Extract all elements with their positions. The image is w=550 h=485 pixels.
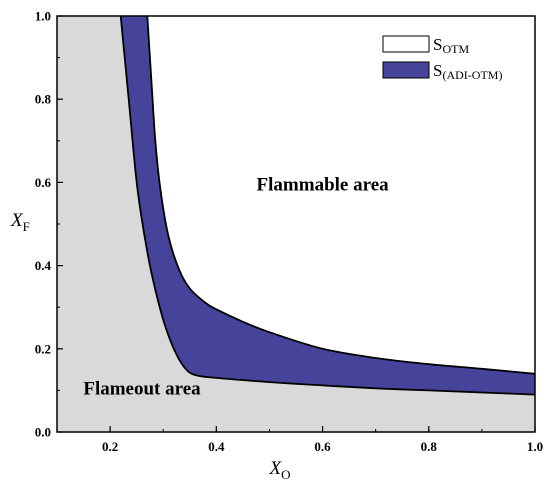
legend-swatch-adi-otm [382, 61, 430, 79]
legend: SOTM S(ADI-OTM) [382, 35, 502, 82]
boundary-line-otm [119, 15, 536, 396]
y-tick-label: 0.6 [35, 175, 52, 190]
x-axis-title-main: X [269, 458, 283, 479]
chart-regions [57, 15, 536, 432]
x-tick-label: 0.4 [208, 439, 225, 454]
x-axis-title: XO [269, 458, 291, 482]
chart-ticks: 0.2 0.4 0.6 0.8 1.0 0.0 0.2 0.4 0.6 0.8 1.0 [35, 9, 543, 455]
boundary-line-adi-otm [146, 15, 536, 375]
y-tick-label: 0.8 [35, 92, 52, 107]
y-tick-label: 1.0 [35, 9, 51, 24]
x-axis-title-sub: O [281, 467, 290, 482]
legend-label-otm: SOTM [433, 35, 469, 56]
x-tick-label: 0.8 [421, 439, 438, 454]
x-tick-label: 0.6 [314, 439, 331, 454]
legend-swatch-otm [382, 35, 430, 53]
svg-text:XO: XO [269, 458, 291, 482]
y-axis-title-main: X [10, 210, 24, 231]
y-tick-label: 0.4 [35, 258, 52, 273]
annotation-flammable-area: Flammable area [257, 175, 390, 196]
x-tick-label: 1.0 [527, 439, 543, 454]
y-tick-label: 0.2 [35, 341, 51, 356]
y-axis-title: XF [10, 210, 30, 234]
legend-label-adi-otm: S(ADI-OTM) [433, 61, 502, 82]
region-flammable [147, 16, 536, 374]
svg-text:XF: XF [10, 210, 30, 234]
y-tick-label: 0.0 [35, 425, 51, 440]
y-axis-title-sub: F [23, 219, 30, 234]
annotation-flameout-area: Flameout area [83, 379, 201, 400]
x-tick-label: 0.2 [102, 439, 118, 454]
